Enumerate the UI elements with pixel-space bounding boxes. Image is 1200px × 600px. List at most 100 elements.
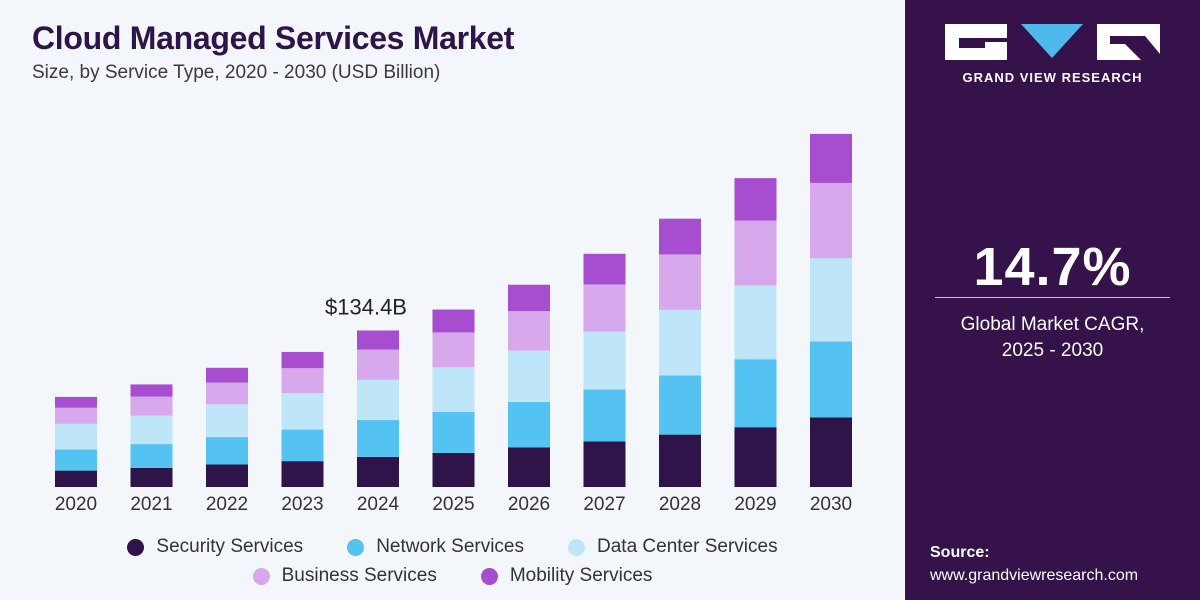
bar-segment-business-services-2021	[130, 396, 173, 416]
bar-segment-mobility-services-2023	[281, 351, 324, 369]
bar-segment-mobility-services-2030	[810, 133, 852, 183]
legend-swatch-data-center-services	[568, 538, 586, 556]
x-tick-label-2027: 2027	[583, 494, 625, 515]
bar-segment-network-services-2024	[357, 420, 399, 457]
bar-segment-business-services-2023	[281, 368, 324, 394]
bar-segment-security-services-2029	[734, 427, 777, 487]
bar-segment-network-services-2021	[130, 444, 173, 468]
bar-segment-network-services-2030	[810, 341, 852, 418]
x-tick-label-2024: 2024	[357, 494, 400, 515]
legend-label: Mobility Services	[509, 565, 653, 586]
bar-segment-security-services-2030	[810, 417, 852, 487]
bar-segment-business-services-2030	[810, 182, 852, 259]
bar-segment-business-services-2022	[206, 382, 248, 405]
bar-segment-data-center-services-2026	[508, 350, 550, 402]
bar-segment-network-services-2020	[55, 449, 97, 471]
bar-segment-network-services-2027	[583, 389, 626, 442]
cagr-divider	[935, 297, 1170, 298]
cagr-label: Global Market CAGR, 2025 - 2030	[905, 312, 1200, 364]
legend-label: Data Center Services	[597, 536, 778, 557]
bar-segment-data-center-services-2022	[206, 404, 248, 438]
bar-segment-security-services-2028	[659, 434, 701, 487]
source-url[interactable]: www.grandviewresearch.com	[930, 567, 1139, 584]
brand-name: GRAND VIEW RESEARCH	[962, 70, 1143, 85]
legend-item-security-services: Security Services	[127, 536, 303, 558]
bar-segment-data-center-services-2025	[432, 367, 475, 412]
bar-segment-security-services-2025	[432, 452, 475, 487]
bar-segment-network-services-2026	[508, 401, 550, 448]
legend-swatch-mobility-services	[480, 567, 498, 585]
bar-segment-network-services-2028	[659, 375, 701, 435]
bar-segment-mobility-services-2026	[508, 284, 550, 312]
bar-segment-business-services-2026	[508, 311, 550, 351]
bar-segment-mobility-services-2027	[583, 253, 626, 285]
bar-segment-mobility-services-2028	[659, 218, 701, 255]
bar-segment-data-center-services-2024	[357, 379, 399, 421]
cagr-value: 14.7%	[973, 237, 1132, 297]
bar-segment-data-center-services-2023	[281, 393, 324, 430]
cagr-label-line2: 2025 - 2030	[1001, 340, 1104, 361]
legend-item-data-center-services: Data Center Services	[568, 536, 778, 558]
bar-segment-network-services-2023	[281, 429, 324, 462]
bar-segment-business-services-2028	[659, 254, 701, 310]
legend-swatch-business-services	[252, 567, 270, 585]
legend-row-2: Business Services Mobility Services	[0, 565, 905, 587]
legend-item-mobility-services: Mobility Services	[480, 565, 653, 587]
bar-segment-mobility-services-2024	[357, 330, 399, 350]
x-axis-labels: 2020 2021 2022 2023 2024 2025 2026 2027 2028 2029…	[55, 494, 852, 515]
legend-swatch-security-services	[127, 538, 145, 556]
x-tick-label-2023: 2023	[281, 494, 323, 515]
bars-layer	[55, 133, 852, 487]
legend-item-network-services: Network Services	[347, 536, 524, 558]
info-sidebar: GRAND VIEW RESEARCH 14.7% Global Market …	[905, 0, 1200, 600]
chart-title: Cloud Managed Services Market	[32, 20, 515, 56]
bar-segment-business-services-2020	[55, 407, 97, 424]
bar-segment-security-services-2027	[583, 441, 626, 487]
legend-row-1: Security Services Network Services Data …	[0, 536, 905, 558]
bar-segment-business-services-2024	[357, 349, 399, 380]
bar-segment-security-services-2021	[130, 467, 173, 487]
legend-label: Security Services	[156, 536, 304, 557]
x-tick-label-2025: 2025	[432, 494, 474, 515]
x-tick-label-2028: 2028	[659, 494, 701, 515]
bar-segment-security-services-2023	[281, 461, 324, 487]
bar-segment-business-services-2025	[432, 332, 475, 368]
bar-segment-network-services-2029	[734, 359, 777, 428]
gvr-logo-icon	[945, 24, 1160, 60]
x-tick-label-2020: 2020	[55, 494, 97, 515]
bar-segment-mobility-services-2029	[734, 178, 777, 221]
bar-segment-mobility-services-2022	[206, 367, 248, 383]
x-tick-label-2021: 2021	[130, 494, 172, 515]
annotation-layer: $134.4B	[325, 294, 407, 319]
legend-label: Network Services	[376, 536, 525, 557]
x-tick-label-2022: 2022	[206, 494, 248, 515]
source-label: Source:	[930, 544, 990, 561]
bar-segment-data-center-services-2021	[130, 415, 173, 445]
bar-segment-business-services-2029	[734, 220, 777, 286]
stacked-bar-chart: 2020 2021 2022 2023 2024 2025 2026 2027 2028 2029…	[55, 133, 852, 515]
x-tick-label-2029: 2029	[734, 494, 776, 515]
bar-segment-security-services-2024	[357, 456, 399, 487]
bar-segment-data-center-services-2029	[734, 285, 777, 360]
bar-segment-data-center-services-2030	[810, 258, 852, 342]
bar-segment-security-services-2026	[508, 447, 550, 487]
bar-segment-data-center-services-2020	[55, 423, 97, 450]
cagr-label-line1: Global Market CAGR,	[960, 314, 1145, 335]
x-tick-label-2026: 2026	[508, 494, 550, 515]
x-tick-label-2030: 2030	[810, 494, 852, 515]
bar-segment-network-services-2022	[206, 437, 248, 465]
data-label-2024: $134.4B	[325, 294, 407, 319]
bar-segment-mobility-services-2025	[432, 309, 475, 333]
legend-label: Business Services	[281, 565, 437, 586]
bar-segment-mobility-services-2020	[55, 396, 97, 408]
bar-segment-business-services-2027	[583, 284, 626, 332]
bar-segment-mobility-services-2021	[130, 384, 173, 397]
bar-segment-data-center-services-2028	[659, 309, 701, 376]
bar-segment-network-services-2025	[432, 411, 475, 453]
bar-segment-data-center-services-2027	[583, 331, 626, 390]
legend-swatch-network-services	[347, 538, 365, 556]
legend-item-business-services: Business Services	[252, 565, 437, 587]
bar-segment-security-services-2022	[206, 464, 248, 487]
chart-subtitle: Size, by Service Type, 2020 - 2030 (USD …	[32, 62, 441, 83]
bar-segment-security-services-2020	[55, 470, 97, 487]
